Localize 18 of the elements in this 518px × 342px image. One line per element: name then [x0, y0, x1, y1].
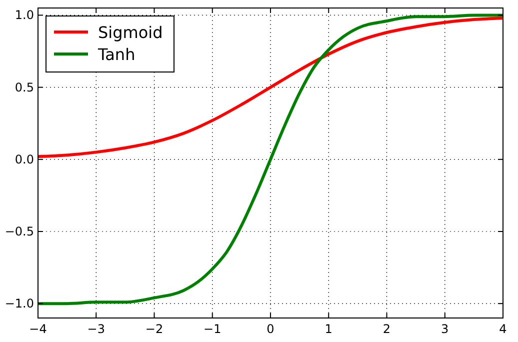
x-tick-label: 4 [499, 322, 507, 336]
x-tick-label: 1 [324, 322, 332, 336]
y-tick-label: −1.0 [4, 296, 34, 311]
x-tick-label: −4 [29, 322, 47, 336]
x-tick-label: 3 [441, 322, 449, 336]
line-series [36, 16, 504, 158]
line-series [36, 14, 504, 306]
legend-label: Sigmoid [98, 23, 163, 42]
y-tick-label: 1.0 [14, 8, 34, 22]
x-tick-label: 2 [382, 322, 391, 336]
legend-label: Tanh [97, 45, 136, 64]
x-tick-label: −1 [204, 322, 222, 336]
y-tick-label: 0.0 [14, 152, 34, 166]
x-tick-label: −2 [145, 322, 164, 336]
x-tick-label: −3 [87, 322, 105, 336]
y-tick-label: 0.5 [14, 80, 34, 94]
x-tick-label: 0 [266, 322, 274, 336]
y-tick-label: −0.5 [4, 224, 34, 238]
